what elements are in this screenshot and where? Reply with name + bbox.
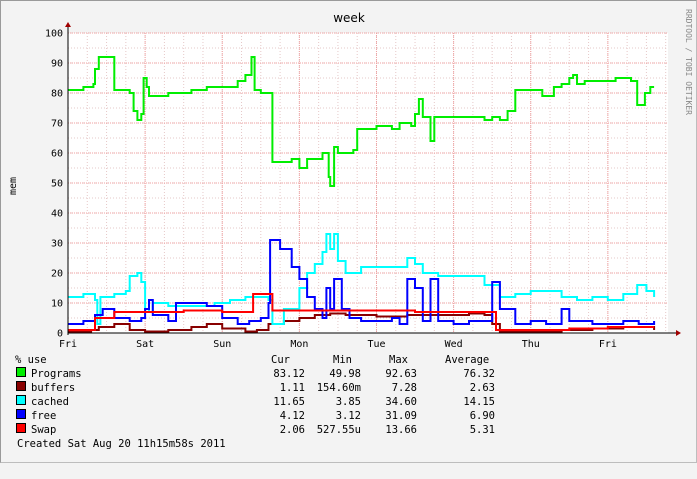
series-line-free xyxy=(68,239,656,325)
x-tick-label: Sun xyxy=(213,339,231,350)
y-tick-label: 10 xyxy=(51,299,63,310)
legend-max: 31.09 xyxy=(385,410,417,422)
x-tick-label: Fri xyxy=(59,339,77,350)
legend-row-free: free 4.12 3.12 31.09 6.90 xyxy=(15,409,495,423)
legend-row-buffers: buffers 1.11 154.60m 7.28 2.63 xyxy=(15,381,495,395)
legend-max: 13.66 xyxy=(385,424,417,436)
series-layer xyxy=(68,56,656,333)
legend: % use Cur Min Max Average Programs 83.12 4… xyxy=(15,353,495,451)
x-tick-label: Wed xyxy=(445,339,463,350)
legend-header-min: Min xyxy=(333,354,352,366)
x-tick-label: Thu xyxy=(522,339,540,350)
legend-avg: 2.63 xyxy=(469,382,495,394)
y-tick-label: 60 xyxy=(51,149,63,160)
series-line-buffers xyxy=(68,312,656,333)
legend-header: % use Cur Min Max Average xyxy=(15,353,489,367)
legend-max: 34.60 xyxy=(385,396,417,408)
legend-cur: 83.12 xyxy=(273,368,305,380)
chart-axes: 0 10 20 30 40 50 60 70 80 90 100 Fri Sat Sun Mon Tue Wed… xyxy=(45,22,681,350)
legend-name: cached xyxy=(31,396,69,408)
legend-cur: 2.06 xyxy=(279,424,305,436)
legend-swatch xyxy=(16,409,26,419)
legend-name: buffers xyxy=(31,382,76,394)
legend-cur: 11.65 xyxy=(273,396,305,408)
legend-swatch xyxy=(16,367,26,377)
legend-row-programs: Programs 83.12 49.98 92.63 76.32 xyxy=(15,367,495,381)
y-tick-label: 20 xyxy=(51,269,63,280)
y-axis-arrow xyxy=(65,22,71,27)
chart-canvas: week mem RRDTOOL / TOBI OETIKER 0 10 20 30 4… xyxy=(8,9,693,350)
x-tick-label: Fri xyxy=(599,339,617,350)
created-text: Created Sat Aug 20 11h15m58s 2011 xyxy=(17,438,226,450)
y-tick-label: 90 xyxy=(51,59,63,70)
legend-header-max: Max xyxy=(389,354,408,366)
y-tick-label: 50 xyxy=(51,179,63,190)
legend-header-label: % use xyxy=(15,354,47,366)
legend-min: 154.60m xyxy=(316,382,361,394)
legend-swatch xyxy=(16,395,26,405)
legend-min: 3.85 xyxy=(335,396,361,408)
chart-title: week xyxy=(333,11,365,25)
legend-avg: 6.90 xyxy=(469,410,495,422)
legend-swatch xyxy=(16,423,26,433)
y-tick-label: 70 xyxy=(51,119,63,130)
x-tick-label: Sat xyxy=(136,339,154,350)
y-tick-label: 0 xyxy=(57,329,63,340)
legend-cur: 4.12 xyxy=(279,410,305,422)
series-line-programs xyxy=(68,56,655,187)
x-tick-label: Mon xyxy=(290,339,308,350)
legend-header-cur: Cur xyxy=(271,354,290,366)
legend-avg: 5.31 xyxy=(469,424,495,436)
graph-frame: week mem RRDTOOL / TOBI OETIKER 0 10 20 30 4… xyxy=(0,0,697,463)
legend-cur: 1.11 xyxy=(279,382,305,394)
series-line-cached xyxy=(68,233,656,325)
legend-swatch xyxy=(16,381,26,391)
y-tick-label: 40 xyxy=(51,209,63,220)
legend-name: Programs xyxy=(31,368,82,380)
legend-max: 7.28 xyxy=(391,382,417,394)
series-line-swap xyxy=(68,293,655,331)
y-tick-label: 80 xyxy=(51,89,63,100)
legend-name: free xyxy=(31,410,57,422)
legend-max: 92.63 xyxy=(385,368,417,380)
legend-avg: 76.32 xyxy=(463,368,495,380)
legend-row-cached: cached 11.65 3.85 34.60 14.15 xyxy=(15,395,495,409)
legend-rows: Programs 83.12 49.98 92.63 76.32 buffers 1.11 1… xyxy=(15,367,495,437)
y-tick-label: 100 xyxy=(45,29,63,40)
legend-avg: 14.15 xyxy=(463,396,495,408)
created-timestamp: Created Sat Aug 20 11h15m58s 2011 xyxy=(15,437,226,451)
x-axis-arrow xyxy=(676,330,681,336)
legend-row-swap: Swap 2.06 527.55u 13.66 5.31 xyxy=(15,423,495,437)
legend-name: Swap xyxy=(31,424,57,436)
legend-min: 49.98 xyxy=(329,368,361,380)
y-axis-label: mem xyxy=(8,177,19,195)
y-tick-label: 30 xyxy=(51,239,63,250)
legend-min: 527.55u xyxy=(316,424,361,436)
legend-min: 3.12 xyxy=(335,410,361,422)
x-tick-label: Tue xyxy=(367,339,385,350)
watermark-text: RRDTOOL / TOBI OETIKER xyxy=(684,9,693,115)
legend-header-avg: Average xyxy=(445,354,490,366)
